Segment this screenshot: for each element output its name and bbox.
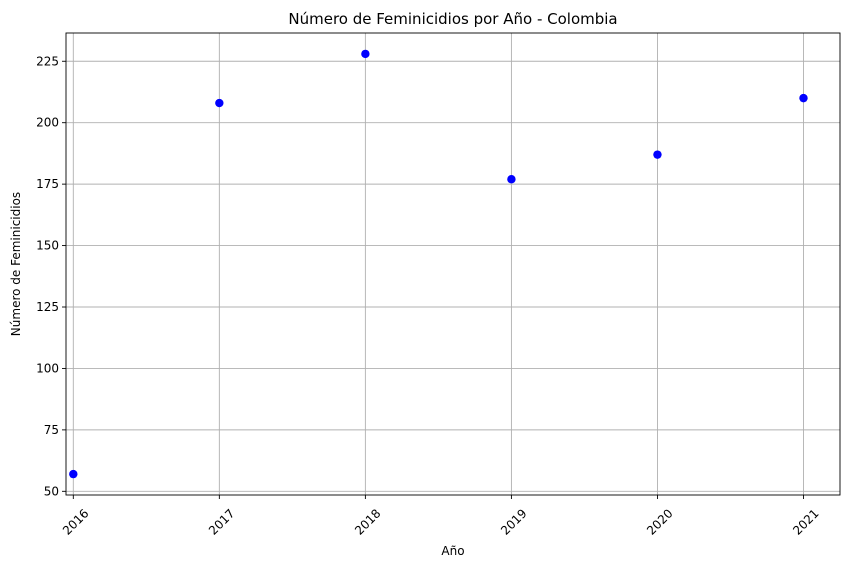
x-tick-label: 2016 (60, 506, 91, 537)
y-tick-label: 200 (36, 116, 59, 130)
plot-frame (65, 32, 841, 496)
grid-layer (66, 33, 840, 495)
x-tick-label: 2018 (352, 506, 383, 537)
data-point (653, 150, 662, 159)
data-point (69, 469, 78, 479)
data-point (361, 49, 370, 59)
y-tick-label: 125 (36, 300, 59, 314)
data-point (507, 175, 516, 184)
chart-title: Número de Feminicidios por Año - Colombi… (288, 10, 617, 28)
x-tick-label: 2021 (790, 506, 821, 537)
x-tick-label: 2020 (644, 506, 675, 537)
y-axis-label: Número de Feminicidios (9, 192, 23, 336)
x-axis-label: Año (441, 544, 464, 558)
y-tick-label: 175 (36, 177, 59, 191)
y-tick-label: 225 (36, 54, 59, 68)
y-tick-label: 50 (44, 484, 59, 498)
x-tick-label: 2017 (206, 506, 237, 537)
y-tick-label: 75 (44, 423, 59, 437)
data-point (799, 93, 808, 103)
y-tick-label: 150 (36, 239, 59, 253)
points-layer (69, 49, 808, 479)
x-tick-label: 2019 (498, 506, 529, 537)
data-point (215, 98, 224, 108)
ticks-layer: 50 75 100 125 150 175 200 225 2016 2017 2018 2019 20… (36, 54, 822, 538)
y-tick-label: 100 (36, 361, 59, 375)
